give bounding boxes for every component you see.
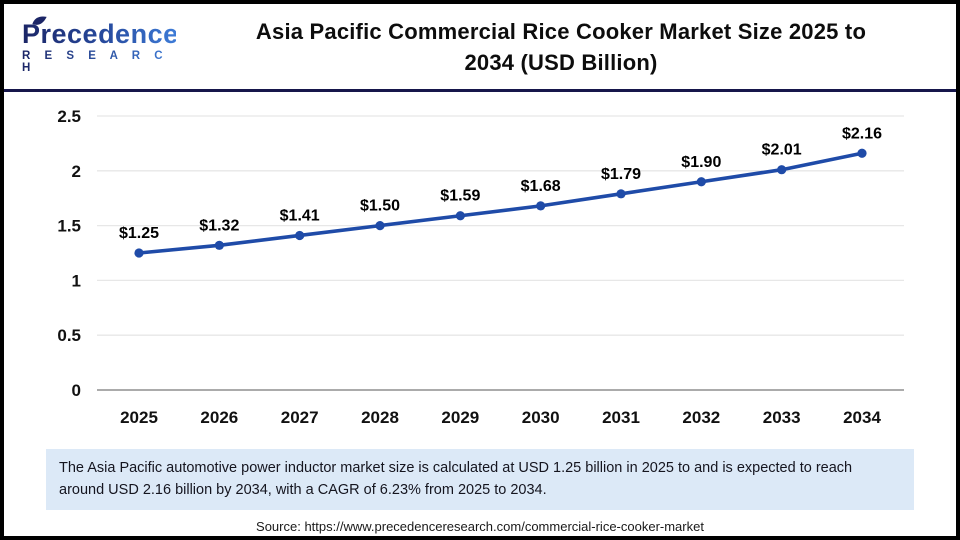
logo-subtitle: R E S E A R C H bbox=[22, 50, 176, 74]
x-axis-tick: 2025 bbox=[120, 408, 158, 427]
x-axis-tick: 2032 bbox=[682, 408, 720, 427]
chart-title: Asia Pacific Commercial Rice Cooker Mark… bbox=[176, 16, 956, 78]
logo-wordmark: Precedence bbox=[22, 16, 179, 50]
data-label: $2.01 bbox=[762, 142, 802, 159]
data-point bbox=[777, 165, 787, 175]
data-point bbox=[214, 240, 224, 250]
chart-title-line2: 2034 (USD Billion) bbox=[464, 49, 658, 75]
x-axis-tick: 2026 bbox=[200, 408, 238, 427]
y-axis-tick: 1.5 bbox=[57, 217, 81, 236]
chart-area: 0 0.5 1 1.5 2 2.5 2025 2026 2027 2028 2029 2030 2031… bbox=[4, 95, 956, 447]
data-point bbox=[696, 177, 706, 187]
data-label: $1.32 bbox=[199, 217, 239, 234]
data-point bbox=[536, 201, 546, 211]
data-label: $1.59 bbox=[440, 188, 480, 205]
y-axis-tick: 1 bbox=[72, 271, 81, 290]
y-axis-tick: 0.5 bbox=[57, 326, 81, 345]
data-point bbox=[616, 189, 626, 199]
leaf-icon bbox=[31, 12, 47, 28]
x-axis-tick: 2030 bbox=[522, 408, 560, 427]
data-point bbox=[857, 148, 867, 158]
logo-name-text: Precedence bbox=[22, 19, 179, 49]
y-axis-tick: 2 bbox=[72, 162, 81, 181]
data-label: $1.79 bbox=[601, 166, 641, 183]
header: Precedence R E S E A R C H Asia Pacific … bbox=[4, 4, 956, 92]
market-size-line bbox=[137, 151, 864, 255]
summary-note: The Asia Pacific automotive power induct… bbox=[46, 449, 914, 510]
x-axis-tick: 2027 bbox=[281, 408, 319, 427]
data-label: $2.16 bbox=[842, 125, 882, 142]
data-point bbox=[455, 211, 465, 221]
chart-title-line1: Asia Pacific Commercial Rice Cooker Mark… bbox=[255, 18, 867, 44]
x-axis-tick: 2034 bbox=[843, 408, 881, 427]
precedence-research-logo: Precedence R E S E A R C H bbox=[4, 16, 179, 74]
source-line: Source: https://www.precedenceresearch.c… bbox=[256, 518, 704, 534]
data-point bbox=[375, 221, 385, 231]
x-axis-tick: 2031 bbox=[602, 408, 640, 427]
data-point bbox=[134, 248, 144, 258]
data-label: $1.25 bbox=[119, 225, 159, 242]
y-axis-tick: 0 bbox=[72, 381, 81, 400]
market-line-chart: 0 0.5 1 1.5 2 2.5 2025 2026 2027 2028 2029 2030 2031… bbox=[57, 107, 904, 427]
data-label: $1.50 bbox=[360, 198, 400, 215]
x-axis-tick: 2029 bbox=[441, 408, 479, 427]
x-axis-tick: 2033 bbox=[763, 408, 801, 427]
data-point bbox=[295, 230, 305, 241]
data-label: $1.90 bbox=[681, 154, 721, 171]
x-axis-tick: 2028 bbox=[361, 408, 399, 427]
y-axis-tick: 2.5 bbox=[57, 107, 81, 126]
data-label: $1.68 bbox=[521, 178, 561, 195]
data-label: $1.41 bbox=[280, 207, 320, 224]
